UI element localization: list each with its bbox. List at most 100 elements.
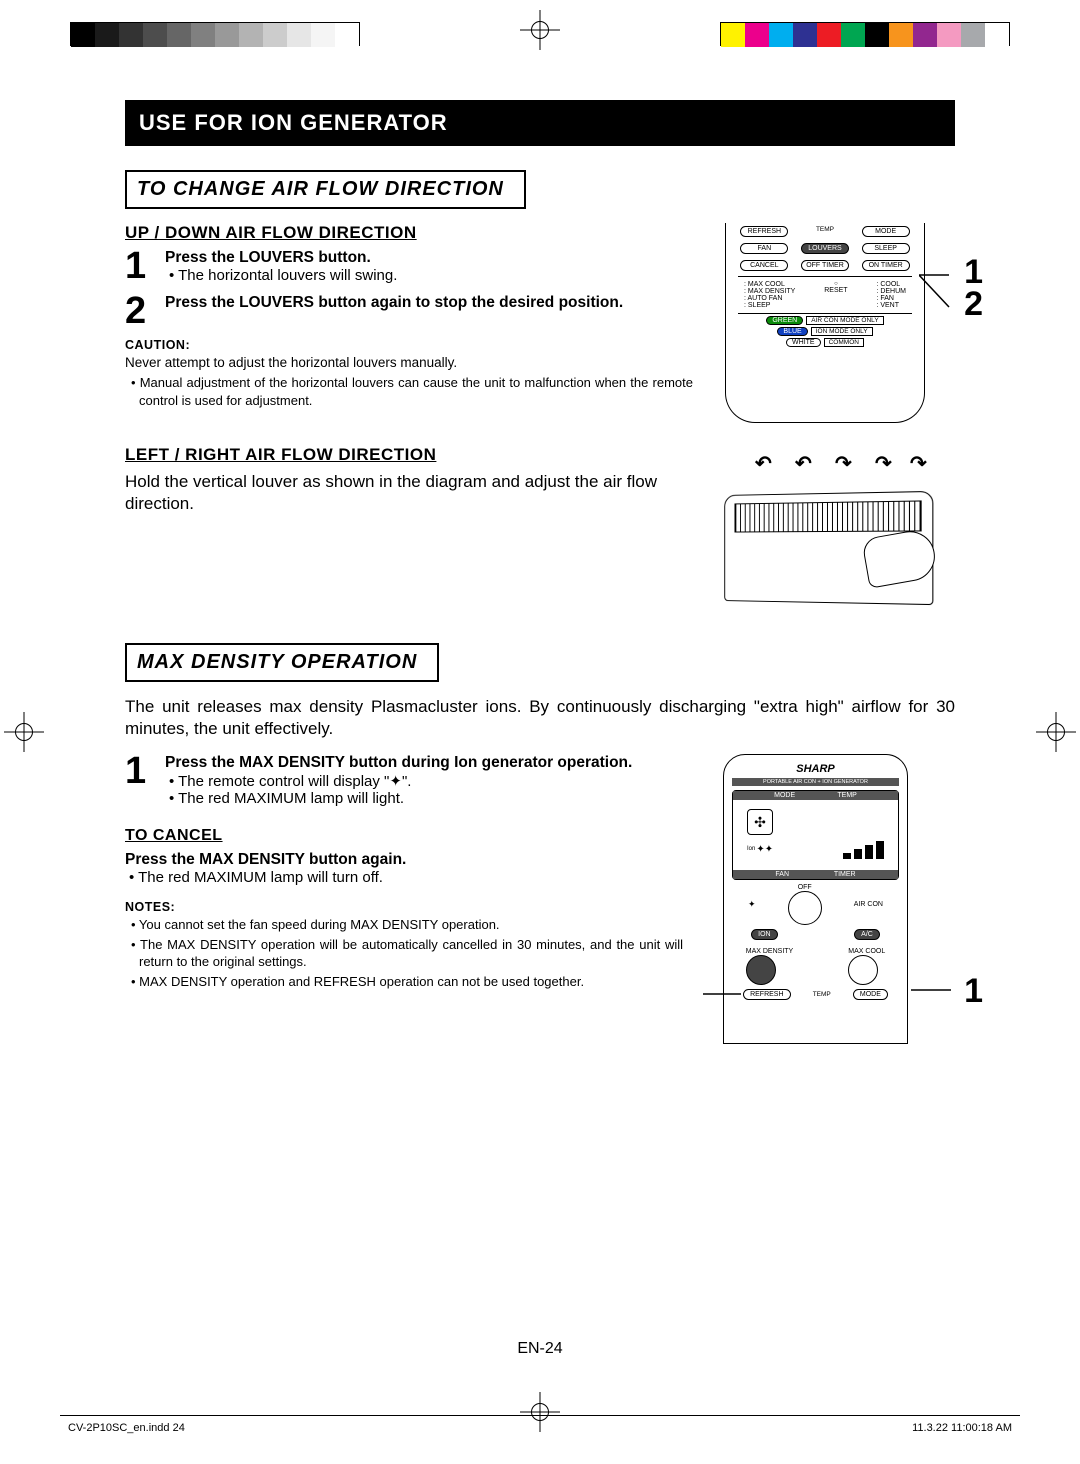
md-step-1-bullet-1: • The remote control will display "✦". xyxy=(169,772,683,790)
remote-btn-sleep: SLEEP xyxy=(862,243,910,254)
footer-rule xyxy=(60,1415,1020,1416)
cancel-heading: TO CANCEL xyxy=(125,827,683,845)
lcd-timer: TIMER xyxy=(834,871,856,878)
md-step-1-text: Press the MAX DENSITY button during Ion … xyxy=(165,754,683,772)
lcd-mode: MODE xyxy=(774,792,795,799)
notes-label: NOTES: xyxy=(125,900,683,914)
leftright-heading: LEFT / RIGHT AIR FLOW DIRECTION xyxy=(125,445,693,465)
mode-maxcool: : MAX COOL xyxy=(744,281,795,288)
mode-button: MODE xyxy=(853,989,888,1000)
louver-illustration: ↶ ↶ ↷ ↷ ↷ xyxy=(715,453,945,603)
crosshair-right xyxy=(1044,720,1068,744)
caution-label: CAUTION: xyxy=(125,338,693,352)
callout-2: 2 xyxy=(964,285,983,324)
registration-top xyxy=(0,10,1080,50)
footer-filename: CV-2P10SC_en.indd 24 xyxy=(68,1422,185,1434)
note-2: • The MAX DENSITY operation will be auto… xyxy=(125,936,683,971)
color-bar xyxy=(720,22,1010,46)
mode-maxdensity: : MAX DENSITY xyxy=(744,288,795,295)
remote-subbrand: PORTABLE AIR CON + ION GENERATOR xyxy=(732,778,899,786)
ac-button: A/C xyxy=(854,929,880,940)
mode-autofan: : AUTO FAN xyxy=(744,295,795,302)
page-number: EN-24 xyxy=(517,1340,562,1358)
section-airflow-title: TO CHANGE AIR FLOW DIRECTION xyxy=(125,170,526,209)
md-callout-1: 1 xyxy=(964,972,983,1011)
mode-cool: : COOL xyxy=(876,281,906,288)
md-b1-before: • The remote control will display " xyxy=(169,773,389,790)
note-1: • You cannot set the fan speed during MA… xyxy=(125,916,683,934)
grayscale-ramp xyxy=(70,22,360,46)
step-1-bullet: • The horizontal louvers will swing. xyxy=(169,267,693,284)
remote-brand: SHARP xyxy=(732,763,899,775)
md-step-1: 1 Press the MAX DENSITY button during Io… xyxy=(125,754,683,807)
step-1: 1 Press the LOUVERS button. • The horizo… xyxy=(125,249,693,284)
remote-full-diagram: SHARP PORTABLE AIR CON + ION GENERATOR M… xyxy=(723,754,908,1044)
maxcool-button-icon xyxy=(848,955,878,985)
footer-timestamp: 11.3.22 11:00:18 AM xyxy=(912,1422,1012,1434)
leftright-row: LEFT / RIGHT AIR FLOW DIRECTION Hold the… xyxy=(125,445,955,603)
cancel-bullet: • The red MAXIMUM lamp will turn off. xyxy=(129,869,683,886)
refresh-button: REFRESH xyxy=(743,989,790,1000)
remote-color-legend: GREENAIR CON MODE ONLYBLUEION MODE ONLYW… xyxy=(726,316,924,347)
page-title: USE FOR ION GENERATOR xyxy=(125,100,955,146)
aircon-label: AIR CON xyxy=(854,901,883,908)
temp-label: TEMP xyxy=(813,991,831,998)
reset-label: RESET xyxy=(824,287,847,294)
step-1-number: 1 xyxy=(125,249,153,284)
lcd-temp: TEMP xyxy=(837,792,856,799)
fan-icon: ✣ xyxy=(747,809,773,835)
updown-heading: UP / DOWN AIR FLOW DIRECTION xyxy=(125,223,693,243)
caution-bullet: • Manual adjustment of the horizontal lo… xyxy=(125,374,693,409)
mode-dehum: : DEHUM xyxy=(876,288,906,295)
remote-top-col: REFRESH TEMP MODE FAN LOUVERS SLEEP CANC… xyxy=(715,223,955,423)
remote-btn-mode: MODE xyxy=(862,226,910,237)
signal-bars-icon xyxy=(843,841,884,859)
remote-btn-fan: FAN xyxy=(740,243,788,254)
leftright-text: Hold the vertical louver as shown in the… xyxy=(125,471,693,515)
remote-top-diagram: REFRESH TEMP MODE FAN LOUVERS SLEEP CANC… xyxy=(725,223,925,423)
mode-sleep: : SLEEP xyxy=(744,302,795,309)
step-1-text: Press the LOUVERS button. xyxy=(165,249,693,267)
remote-btn-louvers: LOUVERS xyxy=(801,243,849,254)
crosshair-top xyxy=(528,18,552,42)
off-label: OFF xyxy=(788,884,822,891)
cancel-text: Press the MAX DENSITY button again. xyxy=(125,851,683,869)
md-b1-after: ". xyxy=(402,773,412,790)
remote-label-temp: TEMP xyxy=(801,226,849,237)
step-2-number: 2 xyxy=(125,294,153,328)
mode-vent: : VENT xyxy=(876,302,906,309)
md-callout-line-icon xyxy=(703,984,743,1004)
registration-bottom xyxy=(0,1414,1080,1454)
lcd-fan: FAN xyxy=(775,871,789,878)
caution-text: Never attempt to adjust the horizontal l… xyxy=(125,354,693,372)
maxdensity-intro: The unit releases max density Plasmaclus… xyxy=(125,696,955,740)
ion-button: ION xyxy=(751,929,777,940)
md-step-1-bullet-2: • The red MAXIMUM lamp will light. xyxy=(169,790,683,807)
note-3: • MAX DENSITY operation and REFRESH oper… xyxy=(125,973,683,991)
ion-icon: Ion ✦✦ xyxy=(747,841,787,857)
step-2: 2 Press the LOUVERS button again to stop… xyxy=(125,294,693,328)
maxdensity-button-icon xyxy=(746,955,776,985)
page-content: USE FOR ION GENERATOR TO CHANGE AIR FLOW… xyxy=(125,100,955,1044)
maxcool-label: MAX COOL xyxy=(848,948,885,955)
airflow-row: UP / DOWN AIR FLOW DIRECTION 1 Press the… xyxy=(125,223,955,423)
remote-btn-cancel: CANCEL xyxy=(740,260,788,271)
density-glyph-icon: ✦ xyxy=(389,773,402,790)
remote-btn-ontimer: ON TIMER xyxy=(862,260,910,271)
remote-btn-offtimer: OFF TIMER xyxy=(801,260,849,271)
md-step-1-number: 1 xyxy=(125,754,153,807)
remote-btn-refresh: REFRESH xyxy=(740,226,788,237)
airflow-text-col: UP / DOWN AIR FLOW DIRECTION 1 Press the… xyxy=(125,223,693,423)
maxdensity-row: 1 Press the MAX DENSITY button during Io… xyxy=(125,754,955,1044)
mode-fan: : FAN xyxy=(876,295,906,302)
crosshair-bottom xyxy=(528,1400,552,1424)
md-callout-right-line xyxy=(911,988,955,992)
remote-lcd: MODE TEMP ✣ Ion ✦✦ FAN TIMER xyxy=(732,790,899,880)
step-2-text: Press the LOUVERS button again to stop t… xyxy=(165,294,693,312)
maxdensity-label: MAX DENSITY xyxy=(746,948,793,955)
section-maxdensity-title: MAX DENSITY OPERATION xyxy=(125,643,439,682)
crosshair-left xyxy=(12,720,36,744)
power-button-icon xyxy=(788,891,822,925)
remote-mode-legend: : MAX COOL : MAX DENSITY : AUTO FAN : SL… xyxy=(726,279,924,311)
callout-lines-icon xyxy=(919,271,953,315)
